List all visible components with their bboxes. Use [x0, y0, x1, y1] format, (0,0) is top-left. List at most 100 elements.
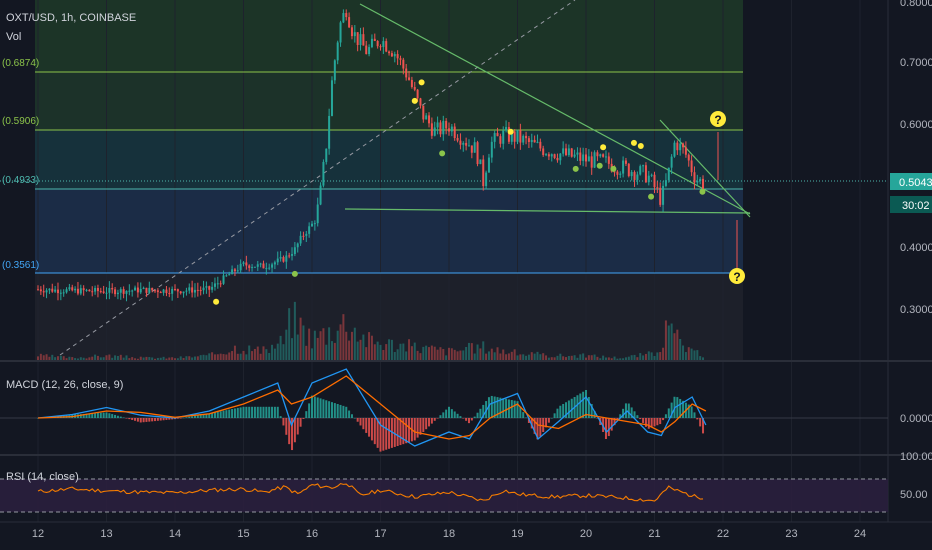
- signal-dot: [291, 270, 298, 277]
- candle-body: [182, 291, 185, 294]
- candle-body: [536, 141, 539, 143]
- candle-body: [311, 223, 313, 227]
- candle-body: [653, 174, 656, 188]
- volume-bar: [256, 346, 259, 360]
- candle-body: [145, 287, 148, 293]
- signal-dot: [439, 150, 446, 157]
- candle-body: [228, 274, 231, 276]
- macd-hist-bar: [373, 418, 376, 445]
- volume-bar: [485, 353, 488, 360]
- candle-body: [45, 290, 48, 293]
- macd-hist-bar: [428, 418, 431, 427]
- candle-body: [71, 287, 74, 291]
- macd-hist-bar: [111, 414, 114, 418]
- candle-body: [402, 59, 405, 69]
- volume-label[interactable]: Vol: [6, 31, 21, 43]
- volume-bar: [236, 353, 239, 360]
- volume-bar: [379, 344, 382, 360]
- candlesticks: [37, 9, 705, 302]
- macd-hist-bar: [225, 410, 228, 418]
- volume-bar: [533, 353, 536, 360]
- volume-bar: [45, 354, 48, 360]
- rsi-label[interactable]: RSI (14, close): [6, 471, 79, 483]
- candle-body: [65, 289, 68, 293]
- macd-hist-bar: [636, 415, 639, 418]
- volume-bar: [122, 357, 125, 360]
- volume-bar: [311, 348, 313, 360]
- volume-bar: [285, 329, 288, 360]
- question-marker-bottom[interactable]: ?: [729, 268, 745, 284]
- macd-hist-bar: [350, 414, 353, 418]
- macd-hist-bar: [288, 418, 291, 445]
- macd-hist-bar: [308, 403, 311, 418]
- volume-bar: [288, 308, 291, 360]
- volume-bar: [436, 349, 439, 360]
- candle-body: [328, 115, 331, 149]
- candle-body: [487, 157, 490, 173]
- volume-bar: [482, 341, 485, 360]
- question-marker-top[interactable]: ?: [710, 111, 726, 127]
- macd-hist-bar: [253, 406, 256, 418]
- volume-bar: [519, 354, 522, 360]
- volume-bar: [345, 331, 348, 360]
- candle-body: [496, 133, 499, 137]
- volume-bar: [159, 357, 162, 360]
- volume-bar: [493, 352, 496, 360]
- macd-hist-bar: [416, 418, 419, 438]
- candle-body: [239, 263, 242, 271]
- candle-body: [585, 154, 587, 162]
- candle-body: [296, 243, 299, 248]
- last-price-text: 0.5043: [899, 177, 932, 189]
- volume-bar: [259, 353, 262, 360]
- volume-bar: [39, 353, 42, 360]
- candle-body: [68, 287, 71, 290]
- macd-hist-bar: [236, 407, 239, 418]
- signal-dot: [630, 139, 637, 146]
- candle-body: [570, 148, 573, 157]
- volume-bar: [359, 339, 362, 360]
- candle-body: [353, 32, 356, 37]
- volume-bar: [245, 354, 248, 360]
- time-tick: 13: [100, 528, 112, 540]
- macd-hist-bar: [593, 411, 596, 418]
- candle-body: [142, 287, 145, 289]
- volume-bar: [596, 356, 599, 360]
- candle-body: [233, 269, 236, 272]
- candle-body: [105, 292, 108, 294]
- candle-body: [644, 165, 647, 183]
- macd-hist-bar: [376, 418, 379, 448]
- candle-body: [593, 152, 596, 168]
- volume-bar: [445, 355, 448, 360]
- signal-dot: [600, 144, 607, 151]
- candle-body: [453, 126, 456, 139]
- macd-hist-bar: [305, 411, 308, 418]
- macd-hist-bar: [519, 406, 522, 418]
- macd-hist-bar: [94, 413, 97, 418]
- candle-body: [659, 187, 662, 205]
- volume-bar: [191, 357, 194, 360]
- macd-hist-bar: [408, 418, 411, 443]
- candle-body: [690, 160, 693, 173]
- candle-body: [422, 105, 425, 120]
- candle-body: [376, 40, 379, 47]
- macd-signal-line: [37, 375, 707, 440]
- macd-hist-bar: [490, 395, 493, 418]
- grid-lines: [37, 0, 861, 522]
- candle-body: [627, 163, 630, 177]
- volume-bar: [225, 354, 228, 360]
- volume-bar: [182, 357, 185, 360]
- macd-label[interactable]: MACD (12, 26, close, 9): [6, 379, 123, 391]
- macd-hist-bar: [556, 408, 559, 418]
- volume-bar: [336, 330, 339, 360]
- volume-bar: [91, 356, 94, 360]
- volume-bar: [385, 344, 388, 360]
- volume-bar: [699, 356, 702, 360]
- volume-bar: [599, 358, 602, 360]
- candle-body: [322, 161, 325, 186]
- volume-bar: [88, 357, 91, 360]
- candle-body: [379, 46, 382, 48]
- volume-bar: [679, 338, 682, 360]
- symbol-title[interactable]: OXT/USD, 1h, COINBASE: [6, 12, 136, 24]
- volume-bar: [516, 355, 519, 360]
- volume-bar: [176, 358, 179, 360]
